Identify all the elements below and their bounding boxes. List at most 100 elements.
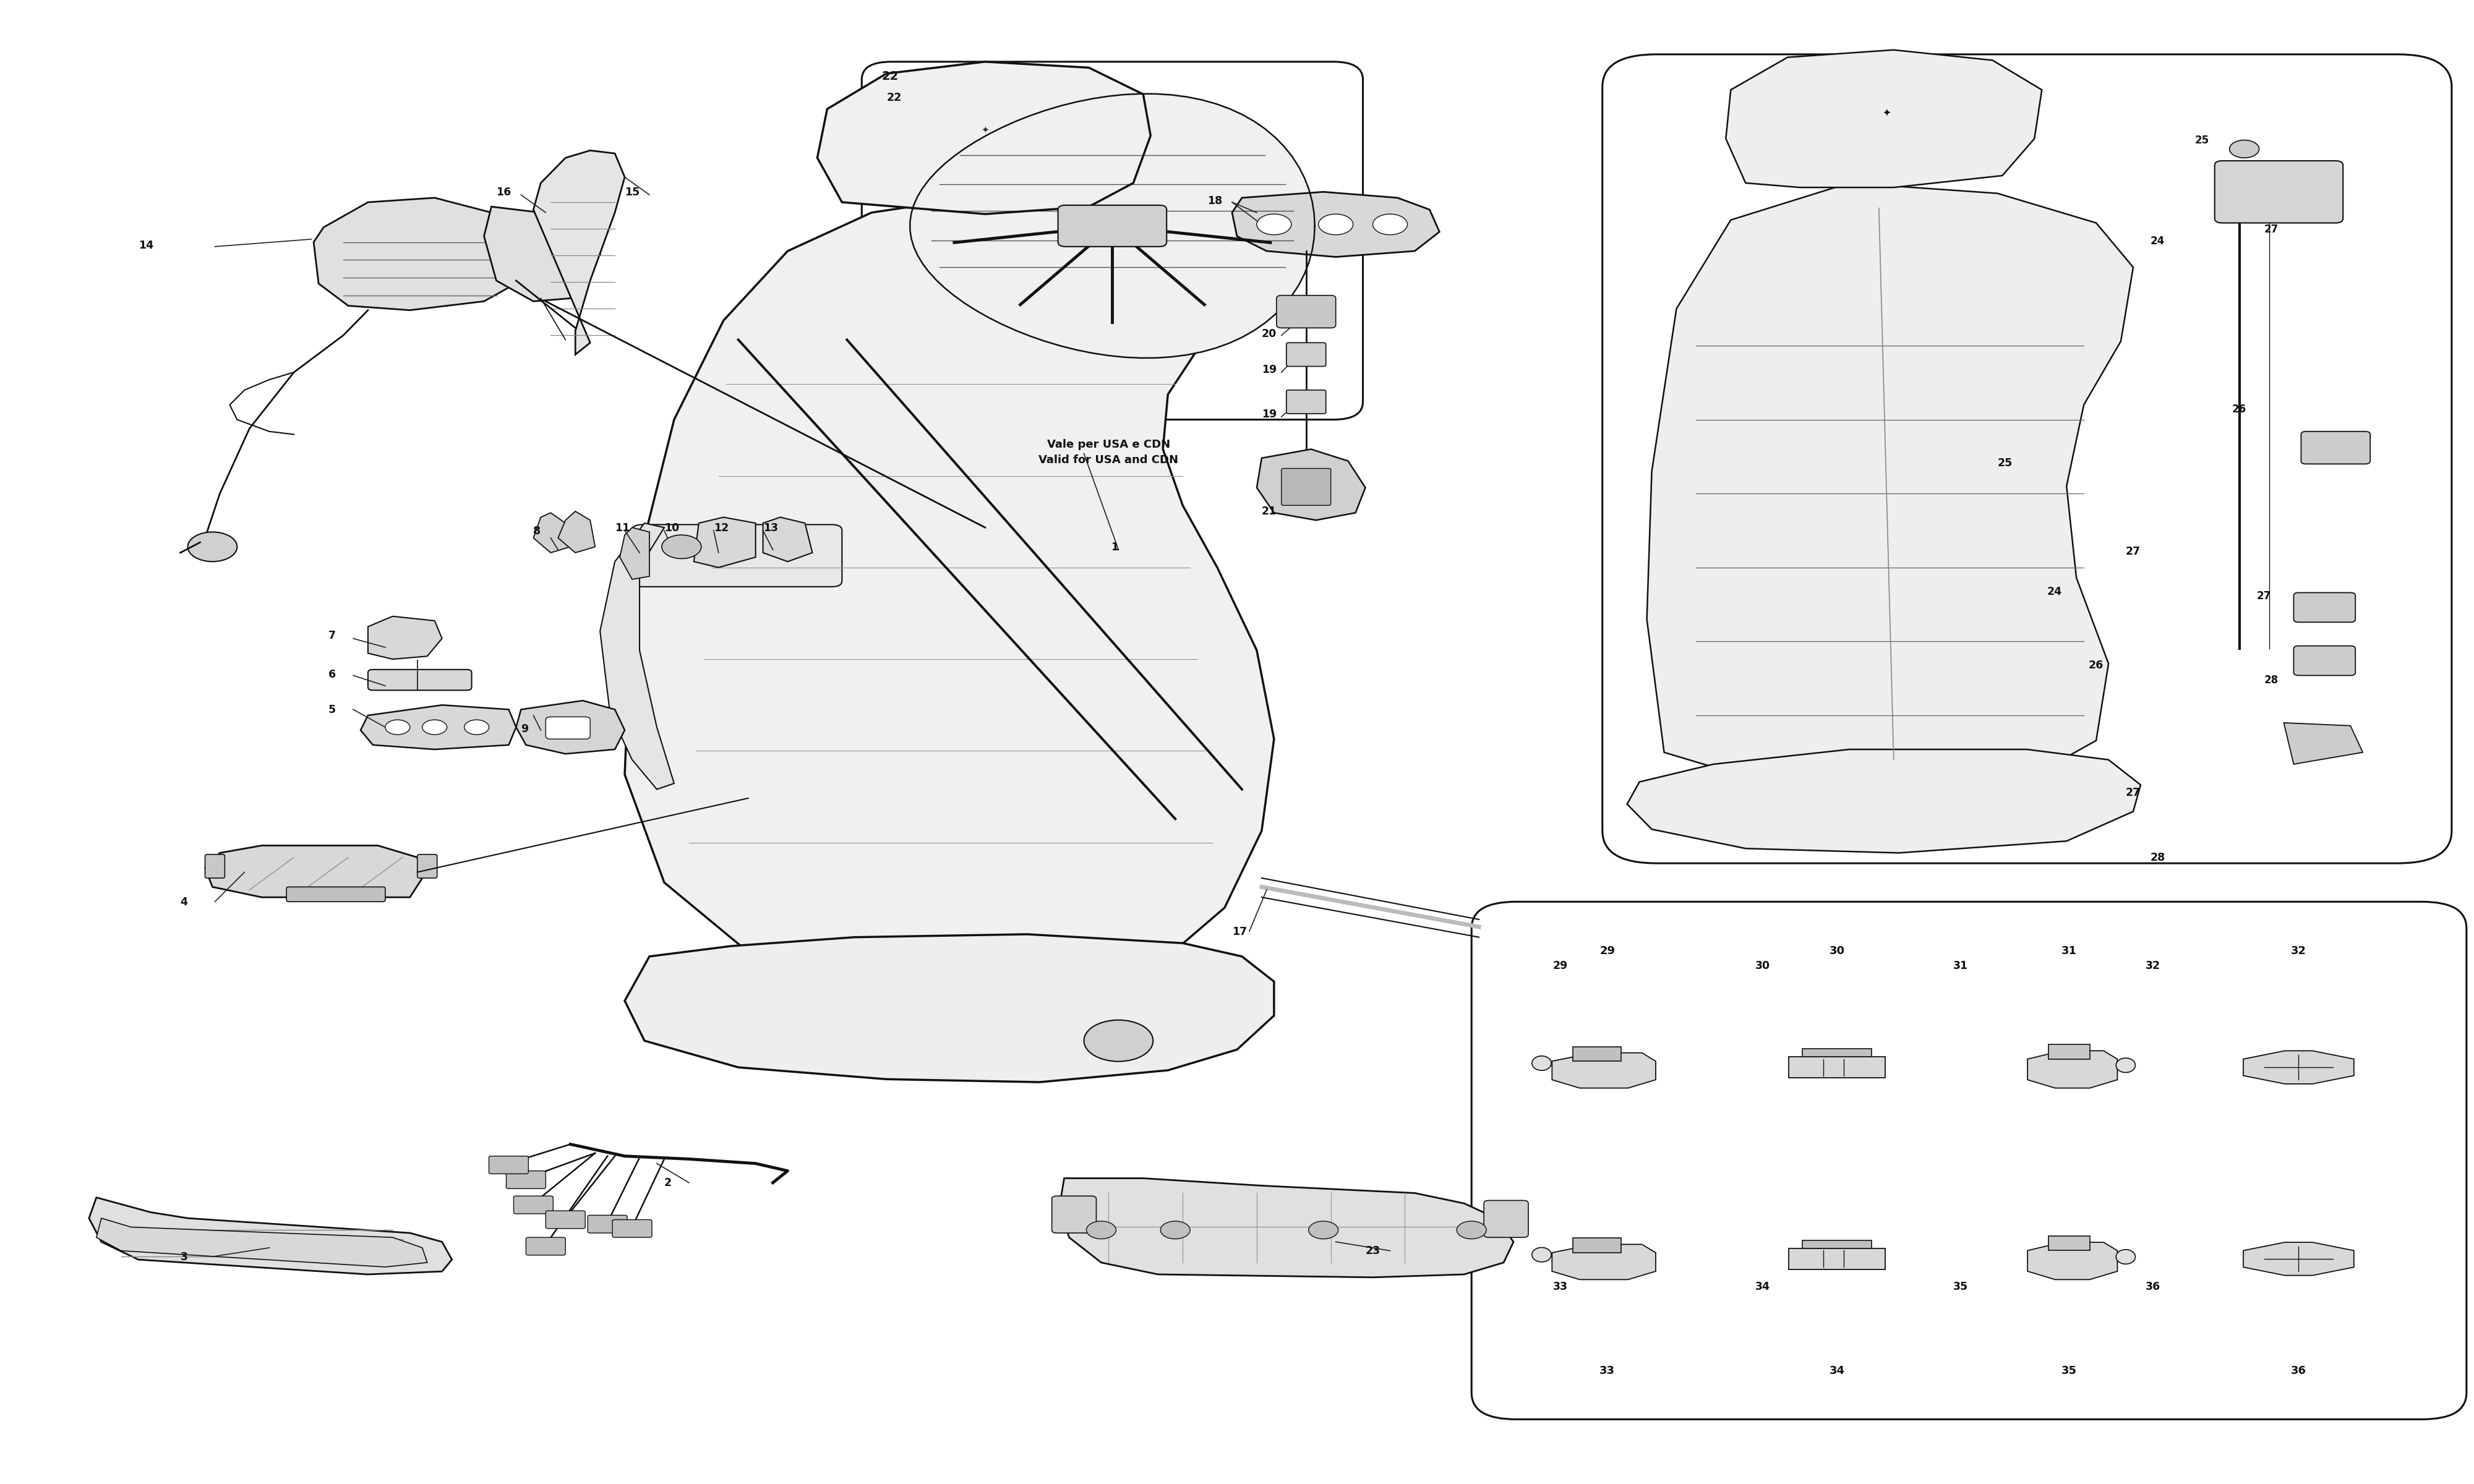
Text: 9: 9 <box>522 724 529 735</box>
Text: 36: 36 <box>2145 1281 2160 1293</box>
FancyBboxPatch shape <box>1484 1201 1529 1238</box>
Ellipse shape <box>2115 1058 2135 1073</box>
Polygon shape <box>1573 1046 1620 1061</box>
Polygon shape <box>910 93 1314 358</box>
Circle shape <box>1309 1221 1338 1239</box>
Circle shape <box>1257 214 1291 234</box>
Polygon shape <box>485 206 576 301</box>
Text: ✦: ✦ <box>1883 108 1890 119</box>
Polygon shape <box>534 513 571 552</box>
Polygon shape <box>1789 1057 1885 1077</box>
Circle shape <box>1457 1221 1487 1239</box>
Circle shape <box>423 720 448 735</box>
Text: 8: 8 <box>534 525 542 536</box>
Circle shape <box>1084 1020 1153 1061</box>
Text: 36: 36 <box>2291 1365 2306 1377</box>
Polygon shape <box>96 1218 428 1267</box>
Text: 35: 35 <box>2061 1365 2076 1377</box>
Circle shape <box>465 720 490 735</box>
Text: 30: 30 <box>1757 960 1771 971</box>
Polygon shape <box>1628 749 2140 853</box>
Circle shape <box>1160 1221 1190 1239</box>
Text: 34: 34 <box>1828 1365 1846 1377</box>
FancyBboxPatch shape <box>369 669 473 690</box>
FancyBboxPatch shape <box>2293 592 2355 622</box>
Text: ✦: ✦ <box>982 125 990 135</box>
FancyBboxPatch shape <box>1472 902 2467 1419</box>
Polygon shape <box>1551 1245 1655 1279</box>
Text: 15: 15 <box>626 187 641 197</box>
FancyBboxPatch shape <box>547 717 591 739</box>
Polygon shape <box>1059 1178 1514 1278</box>
Text: 33: 33 <box>1554 1281 1569 1293</box>
Text: 27: 27 <box>2125 546 2140 556</box>
Text: 22: 22 <box>881 71 898 82</box>
Ellipse shape <box>1531 1057 1551 1070</box>
Polygon shape <box>517 700 626 754</box>
Polygon shape <box>1551 1052 1655 1088</box>
Polygon shape <box>89 1198 453 1275</box>
Text: 17: 17 <box>1232 926 1247 938</box>
Circle shape <box>386 720 411 735</box>
Polygon shape <box>314 197 522 310</box>
Text: 31: 31 <box>2061 945 2076 956</box>
Text: 29: 29 <box>1554 960 1569 971</box>
Text: 3: 3 <box>181 1251 188 1263</box>
Polygon shape <box>601 524 673 789</box>
FancyBboxPatch shape <box>1059 205 1168 246</box>
FancyBboxPatch shape <box>2293 646 2355 675</box>
Text: 2: 2 <box>663 1177 673 1189</box>
Polygon shape <box>2284 723 2363 764</box>
FancyBboxPatch shape <box>1282 469 1331 506</box>
Circle shape <box>1086 1221 1116 1239</box>
Polygon shape <box>1727 50 2041 187</box>
Ellipse shape <box>1531 1248 1551 1261</box>
Text: 24: 24 <box>2150 236 2165 246</box>
Polygon shape <box>1804 1049 1870 1057</box>
FancyBboxPatch shape <box>490 1156 529 1174</box>
Text: 29: 29 <box>1601 945 1616 956</box>
FancyBboxPatch shape <box>1277 295 1336 328</box>
Text: 27: 27 <box>2264 224 2279 234</box>
Text: 35: 35 <box>1952 1281 1967 1293</box>
Text: 28: 28 <box>2264 675 2279 686</box>
Text: 32: 32 <box>2291 945 2306 956</box>
FancyBboxPatch shape <box>205 855 225 879</box>
Polygon shape <box>2048 1236 2091 1251</box>
Text: 19: 19 <box>1262 364 1277 375</box>
Text: 30: 30 <box>1828 945 1846 956</box>
Text: 4: 4 <box>181 896 188 908</box>
Text: 18: 18 <box>1207 196 1222 206</box>
Polygon shape <box>1804 1241 1870 1248</box>
Polygon shape <box>1257 450 1366 521</box>
Text: 33: 33 <box>1601 1365 1616 1377</box>
Text: 10: 10 <box>663 522 680 533</box>
FancyBboxPatch shape <box>527 1238 567 1255</box>
FancyBboxPatch shape <box>1286 343 1326 367</box>
Polygon shape <box>2048 1045 2091 1060</box>
FancyBboxPatch shape <box>2214 160 2343 223</box>
Polygon shape <box>626 935 1274 1082</box>
Text: 6: 6 <box>329 669 336 680</box>
FancyBboxPatch shape <box>1286 390 1326 414</box>
FancyBboxPatch shape <box>2301 432 2370 464</box>
Polygon shape <box>626 197 1274 990</box>
Text: 11: 11 <box>616 522 631 533</box>
Text: 21: 21 <box>1262 506 1277 518</box>
Polygon shape <box>369 616 443 659</box>
Text: 14: 14 <box>139 240 153 251</box>
Text: 25: 25 <box>1997 457 2011 469</box>
Polygon shape <box>361 705 517 749</box>
Circle shape <box>1319 214 1353 234</box>
FancyBboxPatch shape <box>507 1171 547 1189</box>
Text: 7: 7 <box>329 631 336 641</box>
Polygon shape <box>1573 1238 1620 1252</box>
Text: 22: 22 <box>886 92 901 104</box>
Circle shape <box>2229 139 2259 157</box>
FancyBboxPatch shape <box>633 525 841 586</box>
Text: Vale per USA e CDN
Valid for USA and CDN: Vale per USA e CDN Valid for USA and CDN <box>1039 439 1178 466</box>
Polygon shape <box>816 62 1150 214</box>
FancyBboxPatch shape <box>614 1220 651 1238</box>
FancyBboxPatch shape <box>1051 1196 1096 1233</box>
Polygon shape <box>1648 183 2133 789</box>
